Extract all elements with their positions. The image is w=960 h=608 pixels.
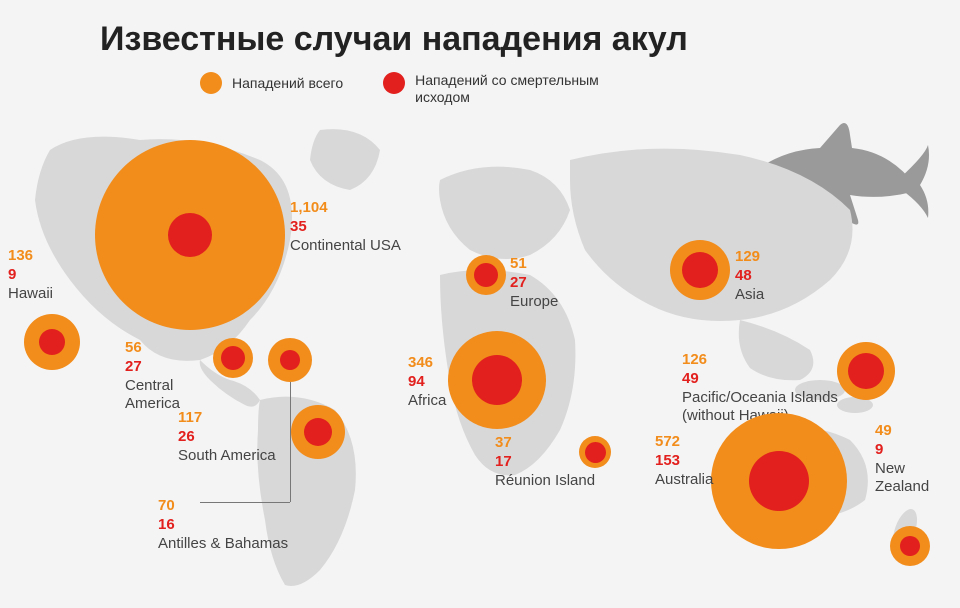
legend-swatch-total [200,72,222,94]
bubble-inner-new_zealand [900,536,920,556]
label-asia: 12948Asia [735,248,764,304]
label-usa: 1,10435Continental USA [290,199,401,255]
bubble-antilles [268,338,312,382]
bubble-south_america [291,405,345,459]
bubble-central_america [213,338,253,378]
bubble-inner-hawaii [39,329,65,355]
label-central_america: 5627CentralAmerica [125,339,180,414]
legend-swatch-fatal [383,72,405,94]
bubble-asia [670,240,730,300]
label-reunion: 3717Réunion Island [495,434,595,490]
bubble-inner-central_america [221,346,245,370]
bubble-inner-asia [682,252,718,288]
bubble-pacific [837,342,895,400]
label-africa: 34694Africa [408,354,446,410]
bubble-inner-africa [472,355,522,405]
label-europe: 5127Europe [510,255,558,311]
bubble-australia [711,413,847,549]
bubble-africa [448,331,546,429]
label-south_america: 11726South America [178,409,276,465]
leader-line [290,382,291,502]
bubble-hawaii [24,314,80,370]
label-antilles: 7016Antilles & Bahamas [158,497,288,553]
bubble-inner-australia [749,451,809,511]
bubble-inner-antilles [280,350,300,370]
label-new_zealand: 499NewZealand [875,422,929,497]
bubble-usa [95,140,285,330]
bubble-inner-south_america [304,418,332,446]
legend-label-fatal: Нападений со смертельным исходом [415,72,623,106]
legend-item-fatal: Нападений со смертельным исходом [383,72,623,106]
bubble-inner-pacific [848,353,884,389]
bubble-inner-europe [474,263,498,287]
legend-item-total: Нападений всего [200,72,343,94]
label-hawaii: 1369Hawaii [8,247,53,303]
bubble-inner-usa [168,213,212,257]
bubble-new_zealand [890,526,930,566]
legend-label-total: Нападений всего [232,75,343,92]
bubble-europe [466,255,506,295]
legend: Нападений всего Нападений со смертельным… [200,72,623,106]
page-title: Известные случаи нападения акул [100,20,688,59]
label-australia: 572153Australia [655,433,713,489]
